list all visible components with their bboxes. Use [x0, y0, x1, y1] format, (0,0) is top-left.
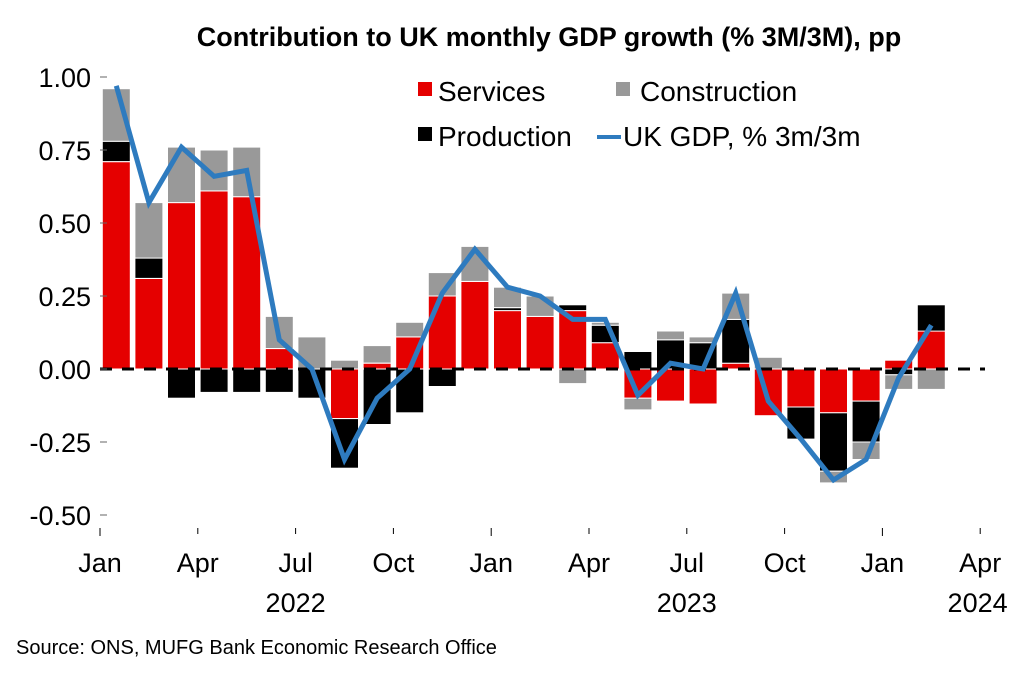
bar-construction-2022-10 [395, 321, 425, 338]
y-tick-label: -0.50 [29, 501, 91, 531]
y-tick-label: 0.75 [38, 136, 91, 166]
bar-production-2022-03 [167, 368, 196, 399]
bar-construction-2024-02 [916, 368, 946, 390]
bar-services-2023-10 [786, 368, 816, 408]
x-tick-label: Jul [670, 548, 705, 578]
bar-services-2022-11 [427, 295, 457, 370]
bar-construction-2022-07 [297, 336, 327, 370]
bar-production-2022-11 [427, 368, 457, 387]
x-tick-label: Jul [278, 548, 313, 578]
x-tick-label: Apr [568, 548, 610, 578]
bar-services-2022-08 [330, 368, 359, 420]
bar-production-2022-02 [134, 257, 164, 279]
bar-services-2022-01 [101, 161, 131, 370]
chart-title: Contribution to UK monthly GDP growth (%… [197, 22, 901, 52]
bar-production-2022-05 [232, 368, 262, 393]
bar-services-2022-02 [134, 278, 164, 370]
bar-services-2022-03 [167, 202, 196, 370]
bar-production-2022-04 [199, 368, 229, 393]
y-axis: 1.00 0.75 0.50 0.25 0.00 -0.25 -0.50 [29, 63, 107, 531]
bar-production-2022-01 [101, 140, 131, 163]
gdp-line [113, 85, 934, 484]
legend-label-construction: Construction [640, 76, 797, 107]
bar-production-2023-01 [493, 307, 522, 312]
y-tick-label: 0.25 [38, 282, 91, 312]
bar-production-2023-11 [819, 412, 848, 472]
x-tick-label: Oct [764, 548, 807, 578]
y-tick-label: 0.50 [38, 209, 91, 239]
x-tick-label: Apr [177, 548, 219, 578]
bar-construction-2022-04 [199, 149, 229, 192]
bar-production-2023-10 [786, 406, 816, 440]
source-note: Source: ONS, MUFG Bank Economic Research… [16, 637, 497, 659]
x-year-label: 2022 [266, 588, 326, 618]
bar-construction-2022-02 [134, 202, 164, 259]
x-tick-label: Jan [861, 548, 905, 578]
bar-production-2022-06 [264, 368, 294, 393]
x-year-label: 2023 [657, 588, 717, 618]
bar-services-2023-12 [851, 368, 881, 402]
legend-label-services: Services [438, 76, 545, 107]
x-axis: Jan Apr Jul Oct Jan Apr Jul Oct Jan Apr 2022 2023 20… [78, 528, 1008, 618]
x-year-label: 2024 [948, 588, 1008, 618]
bar-construction-2023-03 [558, 368, 588, 385]
legend: Services Construction Production UK GDP,… [418, 76, 861, 152]
bar-construction-2022-09 [362, 345, 392, 364]
bar-services-2023-02 [525, 315, 555, 370]
bar-services-2022-04 [199, 190, 229, 370]
x-tick-label: Apr [959, 548, 1001, 578]
bar-services-2023-11 [819, 368, 848, 414]
x-tick-label: Oct [372, 548, 415, 578]
legend-swatch-production [418, 127, 432, 141]
legend-label-gdp: UK GDP, % 3m/3m [623, 121, 861, 152]
bars-layer [101, 88, 946, 484]
bar-construction-2023-05 [623, 397, 653, 411]
legend-swatch-services [418, 82, 432, 96]
y-tick-label: 1.00 [38, 63, 91, 93]
bar-services-2023-07 [688, 368, 718, 405]
x-tick-label: Jan [78, 548, 122, 578]
bar-services-2022-12 [460, 280, 490, 370]
bar-services-2023-01 [493, 310, 522, 370]
y-tick-label: 0.00 [38, 355, 91, 385]
bar-construction-2023-06 [656, 330, 685, 341]
legend-swatch-construction [616, 82, 630, 96]
y-tick-label: -0.25 [29, 428, 91, 458]
x-tick-label: Jan [469, 548, 513, 578]
legend-label-production: Production [438, 121, 572, 152]
